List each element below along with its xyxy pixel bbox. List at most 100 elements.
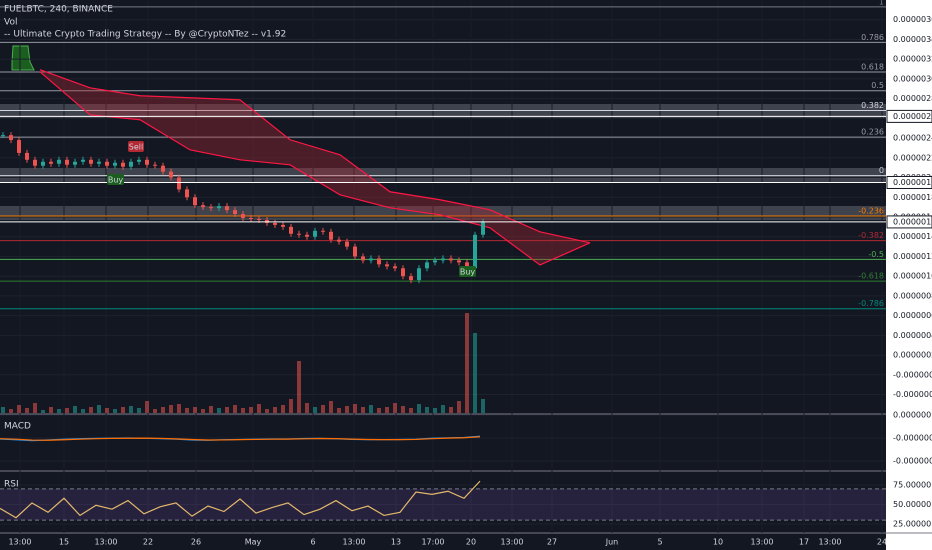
volume-bar — [465, 313, 469, 413]
candle — [313, 230, 317, 237]
candle — [89, 159, 93, 164]
volume-bar — [73, 406, 77, 413]
volume-bar — [193, 407, 197, 413]
volume-bar — [361, 407, 365, 413]
candle — [57, 159, 61, 164]
rsi-label: RSI — [4, 480, 19, 490]
candle — [337, 239, 341, 242]
candle — [153, 164, 157, 166]
price-label: 0.00000262 — [893, 112, 932, 121]
y-tick-label: 0.00000180 — [893, 193, 932, 202]
volume-bar — [177, 404, 181, 413]
candle — [249, 217, 253, 219]
y-tick-label: 0.00000100 — [893, 272, 932, 281]
candle — [473, 234, 477, 269]
candle — [481, 221, 485, 235]
cloud-lower — [39, 71, 591, 266]
candle — [49, 161, 53, 164]
candle — [305, 234, 309, 237]
candle — [329, 231, 333, 240]
x-tick-label: 22 — [143, 538, 153, 547]
volume-bar — [217, 408, 221, 413]
volume-bar — [233, 405, 237, 413]
candle — [297, 233, 301, 235]
candle — [289, 226, 293, 234]
x-tick-label: 13:00 — [500, 538, 523, 547]
candle — [201, 205, 205, 208]
candle — [185, 189, 189, 198]
candle — [457, 260, 461, 263]
candle — [217, 206, 221, 209]
price-label-bg — [886, 109, 932, 123]
volume-bar — [385, 407, 389, 413]
price-label-bg — [886, 215, 932, 229]
cloud-upper — [39, 69, 591, 244]
volume-bar — [353, 404, 357, 413]
volume-bar — [17, 405, 21, 413]
candle — [241, 214, 245, 218]
volume-bar — [201, 409, 205, 413]
candle — [161, 165, 165, 172]
volume-bar — [57, 409, 61, 413]
x-tick-label: Jun — [605, 538, 619, 547]
candle — [169, 171, 173, 178]
sell-signal-bg — [128, 141, 144, 152]
candle — [97, 161, 101, 164]
candle — [345, 241, 349, 247]
y-tick-label: 0.00000040 — [893, 331, 932, 340]
volume-bar — [49, 407, 53, 413]
volume-bar — [1, 407, 5, 413]
volume-bar — [129, 406, 133, 413]
y-tick-label: 0.00000240 — [893, 134, 932, 143]
y-tick-label: 75.00000 — [893, 481, 931, 490]
candle — [257, 218, 261, 220]
x-tick-label: 13:00 — [818, 538, 841, 547]
y-tick-label: 0.00000300 — [893, 74, 932, 83]
candle — [321, 230, 325, 232]
y-tick-label: 0.00000060 — [893, 311, 932, 320]
zone — [0, 168, 886, 182]
marker-shape — [11, 45, 35, 71]
y-tick-label: 0.00000320 — [893, 55, 932, 64]
y-tick-label: 0.00000020 — [893, 351, 932, 360]
candle — [377, 258, 381, 265]
y-tick-label: -0.00000000 — [893, 370, 932, 379]
candle — [129, 161, 133, 167]
volume-bar — [481, 399, 485, 413]
candle — [401, 268, 405, 277]
fib-label: -0.786 — [858, 299, 884, 308]
candle — [393, 266, 397, 269]
x-tick-label: 13 — [391, 538, 401, 547]
volume-bar — [313, 407, 317, 413]
rsi-band — [0, 488, 886, 521]
candle — [441, 258, 445, 261]
volume-bar — [161, 407, 165, 413]
rsi-line — [0, 480, 481, 519]
candle — [369, 258, 373, 261]
candle — [465, 262, 469, 269]
volume-bar — [113, 409, 117, 413]
candle — [65, 159, 69, 165]
volume-bar — [137, 408, 141, 413]
price-axis-bg — [886, 0, 932, 550]
x-tick-label: 17 — [799, 538, 809, 547]
y-tick-label: 50.00000 — [893, 500, 931, 509]
x-tick-label: 13:00 — [94, 538, 117, 547]
volume-bar — [297, 361, 301, 413]
volume-bar — [401, 406, 405, 413]
volume-bar — [33, 403, 37, 413]
price-label: 0.00000155 — [893, 217, 932, 226]
fib-label: 0.5 — [871, 81, 884, 90]
candle — [273, 222, 277, 225]
volume-bar — [25, 408, 29, 413]
y-tick-label: -0.00000010 — [893, 457, 932, 466]
candle — [193, 197, 197, 206]
strategy-label: -- Ultimate Crypto Trading Strategy -- B… — [4, 30, 286, 40]
volume-bar — [41, 410, 45, 413]
price-label-bg — [886, 175, 932, 189]
volume-bar — [305, 403, 309, 413]
candle — [41, 161, 45, 166]
x-tick-label: 10 — [713, 538, 723, 547]
